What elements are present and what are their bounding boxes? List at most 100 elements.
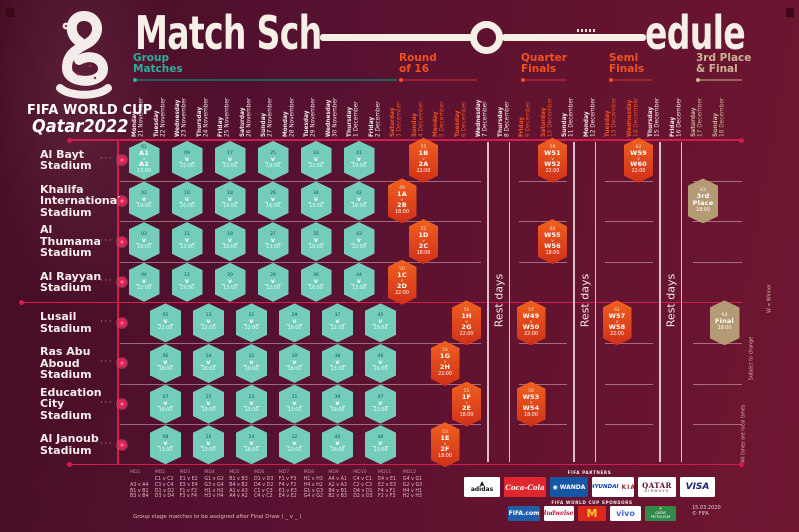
- md-fixture: H4 v H1: [402, 488, 423, 494]
- legend-md-column: MD12 G4 v G1 G2 v G3 H4 v H1 H2 v H3: [403, 470, 427, 500]
- date-value: 29 November: [310, 97, 317, 137]
- match-time: 16:00: [137, 245, 151, 251]
- rest-days-label: Rest days: [492, 273, 506, 328]
- teams-placeholder: _ v _: [264, 276, 282, 285]
- date-day: Monday: [282, 111, 289, 137]
- row-separator: [693, 180, 742, 182]
- date-label: Sunday 18 December: [713, 84, 726, 137]
- md-fixture: E4 v E1: [378, 477, 397, 482]
- teams-placeholder: _ v _: [329, 439, 346, 448]
- date-label: Tuesday 22 November: [154, 84, 167, 137]
- teams-placeholder: _ v _: [135, 276, 153, 285]
- match-number: 28: [270, 272, 276, 278]
- teams-placeholder: _ v _: [200, 317, 217, 326]
- legend-md-column: MD4 G1 v G2 G3 v G4 H1 v H2 H3 v H4: [204, 470, 228, 500]
- group-match-marker: 41 _ v _ 19:00: [343, 140, 375, 180]
- teams-placeholder: _ v _: [243, 439, 260, 448]
- footnote: Group stage matches to be assigned after…: [133, 514, 302, 520]
- phase-group-matches: Group Matches: [133, 52, 183, 75]
- date-label: Tuesday 13 December: [605, 84, 618, 137]
- team-code: 2D: [396, 282, 408, 291]
- team-code: 2F: [440, 444, 450, 453]
- match-time: 22:00: [438, 372, 452, 378]
- axis-dot: [739, 137, 744, 143]
- date-label: Wednesday 14 December: [627, 84, 640, 137]
- match-time: 22:00: [395, 291, 409, 297]
- md-fixture: G1 v G3: [303, 488, 324, 494]
- md-fixture: H2 v H3: [402, 494, 423, 500]
- leader-dots: ···: [100, 357, 114, 368]
- match-time: 16:00: [201, 366, 216, 372]
- side-note: W = Winner: [767, 284, 773, 313]
- stitch-mark: [577, 29, 579, 32]
- versus: v: [529, 400, 533, 406]
- group-match-marker: 23 _ v _ 13:00: [236, 384, 267, 424]
- date-day: Tuesday: [153, 110, 160, 138]
- date-label: Monday 28 November: [283, 84, 296, 137]
- match-number: 61: [614, 307, 620, 313]
- match-time: 22:00: [287, 448, 302, 454]
- match-number: 63: [700, 187, 706, 193]
- match-number: 15: [205, 394, 212, 400]
- date-label: Wednesday 23 November: [175, 84, 188, 137]
- date-value: 12 December: [589, 97, 596, 137]
- corner-mark: [786, 8, 794, 17]
- date-label: Thursday 1 December: [347, 84, 360, 137]
- versus: v: [529, 318, 533, 324]
- md-fixture: B1 v B3: [229, 477, 248, 482]
- match-number: 08: [162, 435, 169, 441]
- match-number: 30: [291, 353, 298, 359]
- match-time: 22:00: [524, 331, 538, 337]
- group-match-marker: 24 _ v _ 16:00: [236, 425, 267, 465]
- row-separator: [120, 221, 481, 223]
- match-number: 03: [141, 232, 147, 238]
- date-value: 9 December: [525, 101, 532, 137]
- rest-day-line: [680, 142, 683, 462]
- match-number: 29: [291, 313, 298, 319]
- md-fixture: D4 v D2: [254, 482, 274, 488]
- teams-placeholder: _ v _: [372, 439, 389, 448]
- match-time: 19:00: [223, 204, 237, 210]
- date-value: 15 December: [654, 97, 661, 137]
- tan-match-marker: 63 3rd Place 18:00: [688, 178, 718, 224]
- match-number: 49: [399, 185, 405, 191]
- rest-day-line: [573, 142, 575, 462]
- match-number: 16: [205, 435, 212, 441]
- match-number: 51: [420, 145, 427, 151]
- date-value: 8 December: [503, 101, 510, 137]
- match-number: 04: [141, 272, 147, 278]
- teams-placeholder: _ v _: [135, 236, 153, 245]
- date-value: 11 December: [568, 97, 575, 137]
- match-number: 27: [270, 232, 276, 238]
- teams-placeholder: _ v _: [307, 195, 325, 204]
- match-number: 14: [205, 353, 212, 359]
- match-number: 20: [227, 272, 233, 278]
- date-label: Sunday 11 December: [562, 84, 575, 137]
- teams-placeholder: _ v _: [200, 439, 217, 448]
- teams-placeholder: _ v _: [329, 357, 346, 366]
- teams-placeholder: _ v _: [157, 398, 174, 407]
- stadium-label: Al Thumama Stadium: [40, 223, 101, 260]
- match-time: 18:00: [416, 250, 431, 256]
- match-time: 16:00: [330, 448, 345, 454]
- md-fixture: F4 v F1: [378, 488, 396, 494]
- phase-dot: [399, 77, 403, 82]
- axis-dot: [67, 137, 72, 143]
- match-time: 22:00: [545, 169, 560, 175]
- md-fixture: A4 v A2: [229, 494, 248, 500]
- logo-text: AIRWAYS: [644, 488, 670, 493]
- date-value: 28 November: [288, 97, 295, 137]
- match-time: 22:00: [416, 169, 431, 175]
- side-note: Subject to change: [749, 336, 755, 381]
- team-code: 1A: [397, 189, 407, 198]
- budweiser-logo: Budweiser: [544, 506, 574, 521]
- date-day: Saturday: [239, 107, 246, 137]
- stitch-mark: [589, 29, 591, 32]
- match-number: 24: [248, 435, 255, 441]
- date-label: Friday 16 December: [670, 84, 683, 137]
- date-value: 3 December: [396, 101, 403, 137]
- qf-match-marker: 60 W55 v W56 18:00: [538, 219, 567, 265]
- group-match-marker: 35 _ v _ 19:00: [300, 222, 332, 262]
- leader-dots: ···: [100, 398, 114, 409]
